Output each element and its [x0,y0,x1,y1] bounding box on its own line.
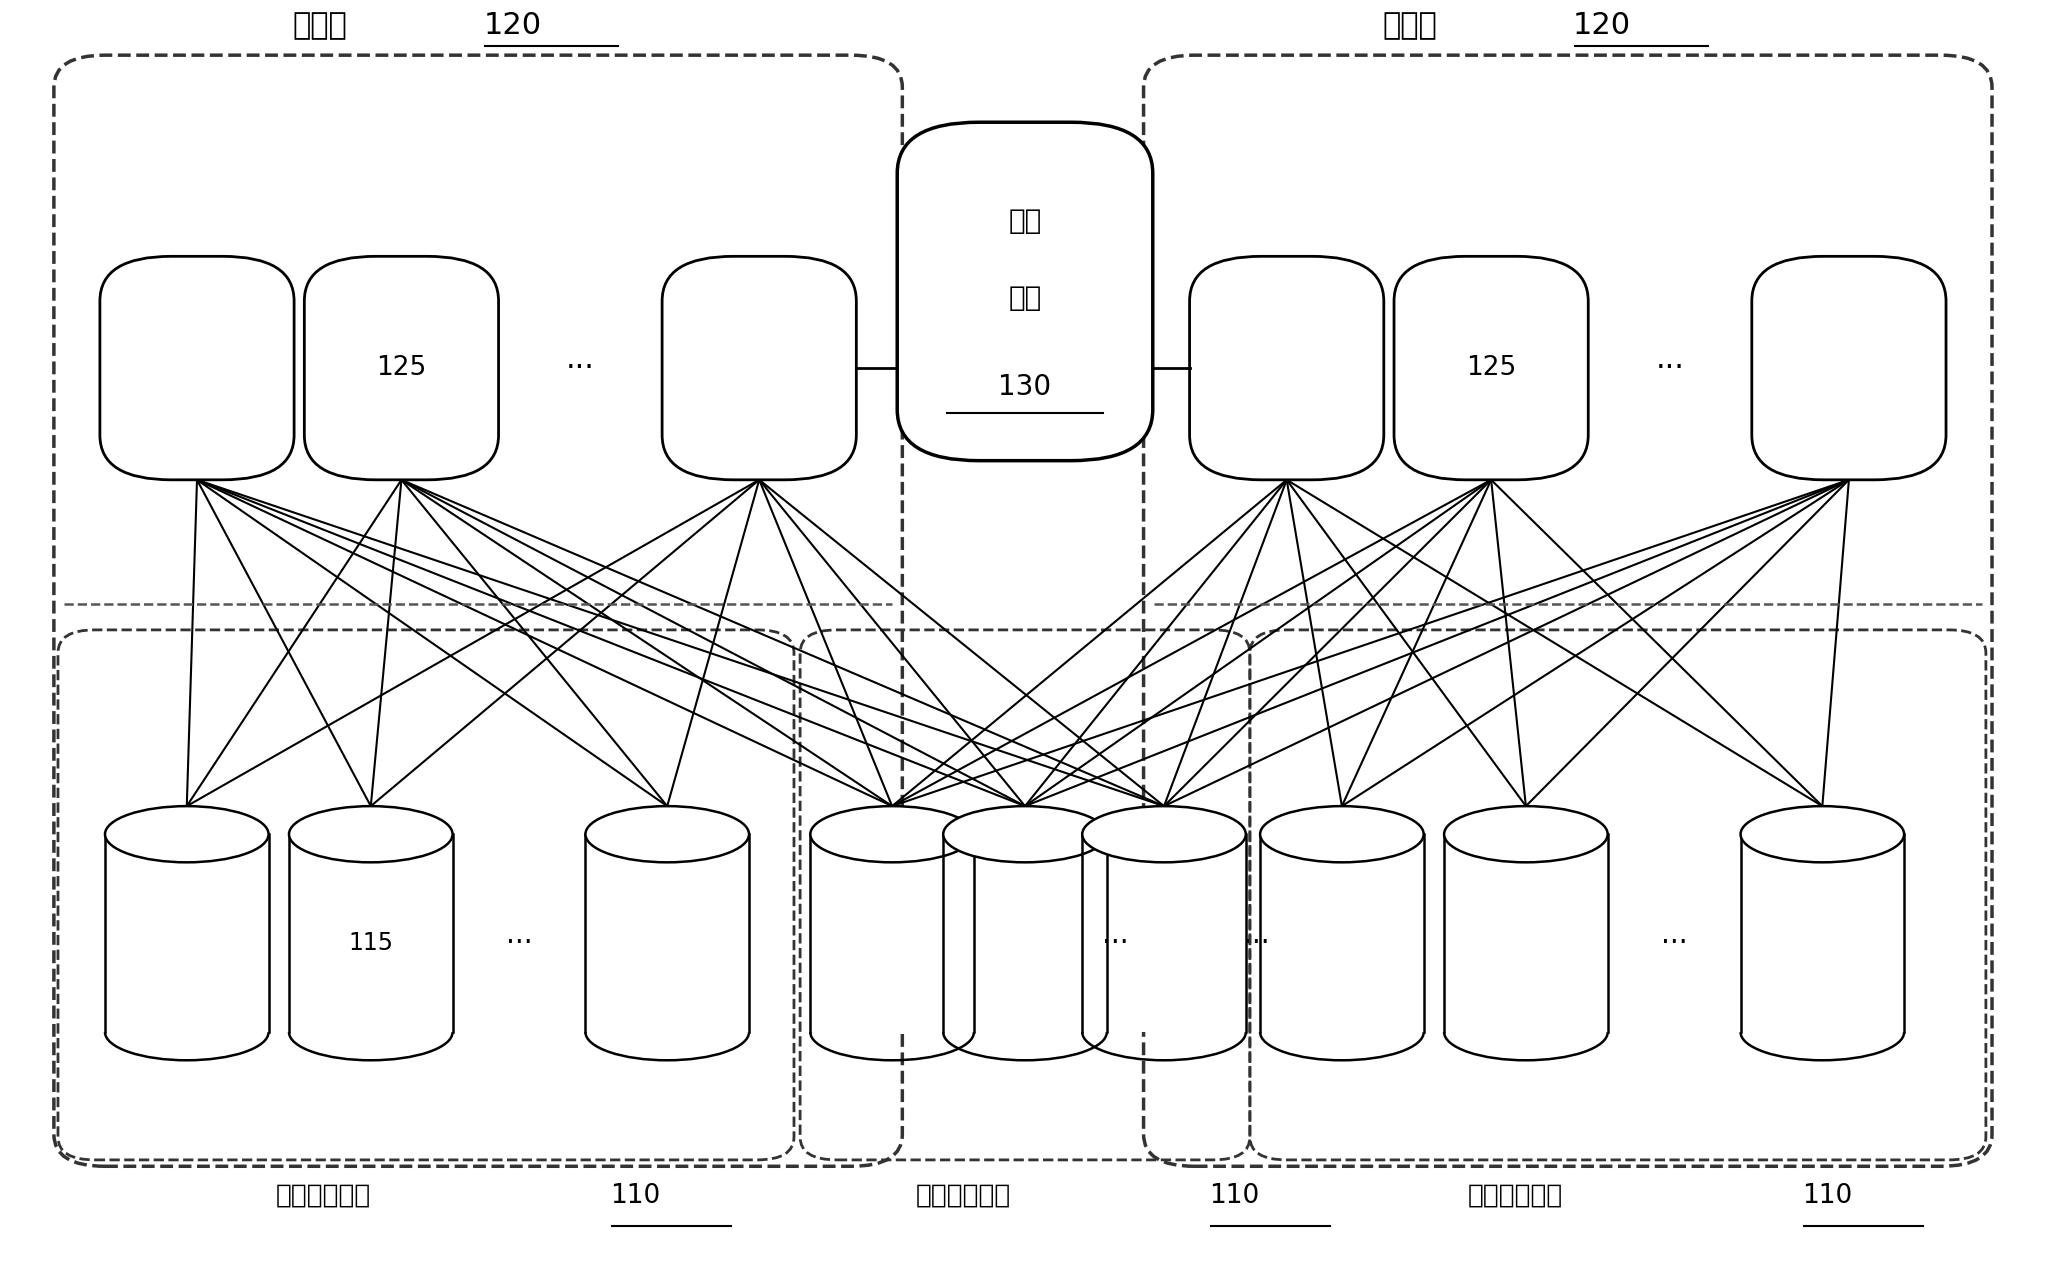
Text: ···: ··· [1101,930,1128,957]
Text: 110: 110 [611,1183,660,1208]
FancyBboxPatch shape [1189,257,1384,480]
Text: 子集群: 子集群 [293,10,346,40]
Polygon shape [1740,835,1904,1032]
Ellipse shape [1082,806,1246,863]
Text: ···: ··· [1656,353,1685,383]
Text: 共享存储模块: 共享存储模块 [277,1183,371,1208]
Text: 115: 115 [348,931,394,955]
FancyBboxPatch shape [1394,257,1589,480]
Text: 子集群: 子集群 [1382,10,1437,40]
Polygon shape [1443,835,1607,1032]
Text: 调度: 调度 [1009,207,1041,235]
Text: ···: ··· [566,353,594,383]
Text: 120: 120 [484,10,541,40]
Ellipse shape [1740,806,1904,863]
FancyBboxPatch shape [662,257,857,480]
Text: 125: 125 [1466,356,1517,381]
Polygon shape [810,835,974,1032]
Polygon shape [586,835,748,1032]
Text: 共享存储模块: 共享存储模块 [916,1183,1011,1208]
Text: ···: ··· [1660,930,1687,957]
Text: 120: 120 [1572,10,1632,40]
Ellipse shape [105,806,269,863]
FancyBboxPatch shape [1753,257,1945,480]
Polygon shape [289,835,453,1032]
Ellipse shape [810,806,974,863]
Ellipse shape [1261,806,1423,863]
Text: 110: 110 [1210,1183,1259,1208]
Polygon shape [105,835,269,1032]
Text: 共享存储模块: 共享存储模块 [1468,1183,1564,1208]
Ellipse shape [943,806,1107,863]
Polygon shape [943,835,1107,1032]
FancyBboxPatch shape [898,122,1152,461]
Text: 125: 125 [377,356,426,381]
Text: 110: 110 [1802,1183,1851,1208]
Ellipse shape [289,806,453,863]
FancyBboxPatch shape [100,257,293,480]
Text: 节点: 节点 [1009,284,1041,312]
Ellipse shape [1443,806,1607,863]
Polygon shape [1261,835,1423,1032]
Text: ···: ··· [1242,930,1269,957]
Text: 130: 130 [998,374,1052,401]
Ellipse shape [586,806,748,863]
Text: ···: ··· [506,930,533,957]
FancyBboxPatch shape [303,257,498,480]
Polygon shape [1082,835,1246,1032]
